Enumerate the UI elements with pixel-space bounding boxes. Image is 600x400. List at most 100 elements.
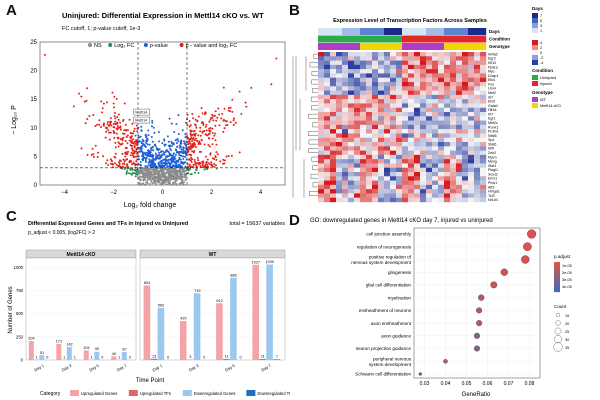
volcano-point bbox=[192, 130, 195, 133]
volcano-point bbox=[143, 169, 146, 172]
volcano-point bbox=[173, 155, 176, 158]
heatmap-cell bbox=[330, 184, 337, 190]
volcano-point bbox=[196, 157, 199, 159]
heatmap-cell bbox=[480, 124, 487, 130]
volcano-point bbox=[184, 179, 187, 182]
heatmap-cell bbox=[432, 146, 439, 151]
volcano-point bbox=[114, 146, 117, 149]
heatmap-cell bbox=[324, 150, 331, 156]
heatmap-cell bbox=[330, 112, 337, 117]
bar-x-tick: Day 1 bbox=[152, 363, 164, 373]
heatmap-cell bbox=[468, 94, 475, 100]
go-term-label: Schwann cell differentiation bbox=[355, 372, 411, 377]
heatmap-cell bbox=[390, 137, 397, 143]
heatmap-cell bbox=[324, 116, 331, 121]
heatmap-cell bbox=[414, 193, 421, 198]
volcano-point bbox=[172, 178, 175, 181]
volcano-point bbox=[147, 177, 150, 180]
volcano-point bbox=[105, 127, 108, 130]
heatmap-cell bbox=[366, 167, 373, 173]
heatmap-row-label: Pms1 bbox=[488, 181, 497, 185]
heatmap-cell bbox=[456, 94, 463, 100]
volcano-point bbox=[117, 113, 120, 116]
volcano-point bbox=[208, 120, 211, 123]
heatmap-cell bbox=[438, 124, 445, 130]
heatmap-cell bbox=[474, 112, 481, 117]
go-x-tick: 0.04 bbox=[441, 381, 451, 387]
volcano-x-tick: −2 bbox=[110, 190, 118, 196]
volcano-point bbox=[170, 149, 173, 152]
heatmap-cell bbox=[480, 64, 487, 70]
heatmap-cell bbox=[354, 56, 361, 61]
annotation-cell-days bbox=[354, 28, 361, 35]
heatmap-cell bbox=[462, 146, 469, 151]
volcano-point bbox=[207, 144, 210, 146]
heatmap-cell bbox=[330, 133, 337, 138]
heatmap-cell bbox=[324, 154, 331, 160]
heatmap-cell bbox=[420, 163, 427, 168]
heatmap-cell bbox=[384, 146, 391, 151]
heatmap-cell bbox=[456, 172, 463, 177]
volcano-point bbox=[203, 143, 206, 146]
heatmap-row-label: Hif1a bbox=[488, 108, 496, 112]
heatmap-cell bbox=[318, 82, 325, 87]
volcano-point bbox=[182, 155, 185, 158]
heatmap-cell bbox=[360, 52, 367, 57]
volcano-point bbox=[197, 115, 200, 118]
volcano-point bbox=[223, 107, 226, 110]
volcano-point bbox=[113, 106, 115, 109]
volcano-point bbox=[131, 163, 133, 166]
heatmap-cell bbox=[354, 99, 361, 104]
heatmap-cell bbox=[432, 172, 439, 177]
bar-value-label: 0 bbox=[203, 356, 205, 360]
volcano-point bbox=[201, 160, 204, 163]
go-dot bbox=[523, 242, 532, 251]
volcano-point bbox=[118, 126, 121, 129]
heatmap-cell bbox=[480, 167, 487, 173]
volcano-point bbox=[201, 131, 204, 134]
heatmap-cell bbox=[438, 69, 445, 74]
volcano-point bbox=[218, 124, 221, 127]
heatmap-cell bbox=[414, 133, 421, 138]
heatmap-cell bbox=[336, 150, 343, 156]
heatmap-cell bbox=[474, 133, 481, 138]
heatmap-cell bbox=[432, 120, 439, 126]
heatmap-cell bbox=[330, 137, 337, 143]
volcano-point bbox=[181, 170, 184, 173]
heatmap-cell bbox=[366, 64, 373, 70]
volcano-point bbox=[161, 165, 164, 167]
volcano-point bbox=[162, 153, 165, 156]
heatmap-cell bbox=[348, 159, 355, 164]
volcano-point bbox=[192, 145, 195, 148]
heatmap-cell bbox=[324, 124, 331, 130]
heatmap-cell bbox=[450, 116, 457, 121]
volcano-point bbox=[102, 155, 105, 158]
volcano-point bbox=[234, 121, 237, 124]
heatmap-cell bbox=[396, 176, 403, 181]
volcano-point bbox=[160, 150, 163, 153]
volcano-point bbox=[188, 141, 191, 144]
volcano-point bbox=[151, 178, 154, 181]
heatmap-cell bbox=[456, 197, 463, 203]
gene-label: Mettl14 bbox=[135, 119, 147, 123]
bar-chart: Differential Expressed Genes and TFs in … bbox=[8, 221, 290, 397]
count-legend-tick: 35 bbox=[565, 346, 569, 350]
heatmap-cell bbox=[462, 137, 469, 143]
heatmap-cell bbox=[420, 193, 427, 198]
volcano-point bbox=[114, 120, 117, 123]
volcano-point bbox=[200, 107, 203, 110]
heatmap-cell bbox=[396, 60, 403, 66]
volcano-point bbox=[133, 145, 136, 148]
volcano-point bbox=[187, 165, 189, 168]
volcano-point bbox=[144, 165, 147, 168]
heatmap-cell bbox=[330, 163, 337, 168]
heatmap-cell bbox=[444, 94, 451, 100]
heatmap-cell bbox=[402, 133, 409, 138]
volcano-point bbox=[176, 145, 179, 148]
bar-up_tfs bbox=[150, 358, 158, 360]
heatmap-cell bbox=[420, 120, 427, 126]
heatmap-cell bbox=[402, 99, 409, 104]
heatmap-cell bbox=[384, 184, 391, 190]
heatmap-cell bbox=[342, 146, 349, 151]
heatmap-cell bbox=[456, 142, 463, 147]
